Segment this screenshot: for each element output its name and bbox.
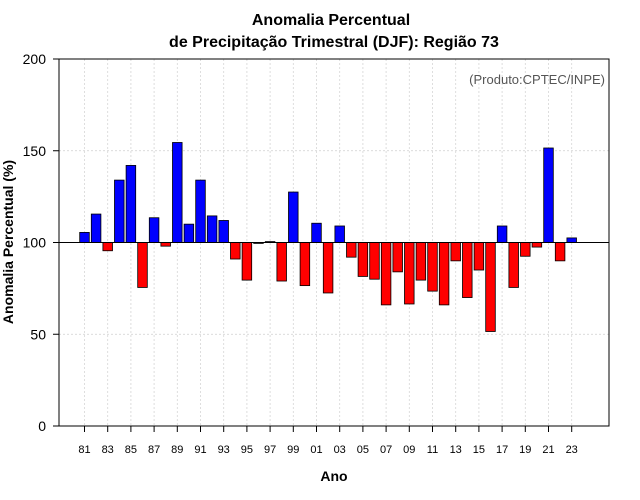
y-axis: 0 50 100 150 200: [23, 51, 59, 434]
credit-label: (Produto:CPTEC/INPE): [469, 72, 605, 87]
x-tick-label: 17: [496, 444, 508, 456]
bar-84: [114, 179, 125, 243]
bar-90: [183, 223, 195, 243]
y-tick-label: 50: [30, 326, 46, 342]
bar-01: [311, 222, 322, 243]
x-tick-label: 15: [473, 444, 485, 456]
bar-10: [415, 242, 427, 281]
bar-20: [531, 242, 543, 248]
bar-21: [543, 147, 554, 243]
y-tick-label: 150: [23, 143, 47, 159]
bar-94: [230, 242, 241, 260]
bar-12: [438, 242, 450, 306]
x-tick-label: 95: [241, 444, 253, 456]
bar-83: [102, 242, 113, 252]
bar-92: [206, 215, 218, 243]
bar-95: [241, 242, 253, 281]
x-tick-label: 11: [427, 444, 438, 456]
bar-81: [79, 232, 90, 243]
x-tick-label: 19: [519, 444, 531, 456]
bar-16: [485, 242, 496, 332]
bar-89: [172, 142, 183, 243]
bar-99: [288, 191, 299, 243]
bar-17: [496, 225, 508, 243]
x-tick-label: 07: [380, 444, 392, 456]
bar-08: [392, 242, 403, 273]
bar-03: [334, 225, 345, 243]
x-tick-label: 93: [218, 444, 230, 456]
x-tick-label: 23: [566, 444, 578, 456]
x-tick-label: 91: [194, 444, 206, 456]
bar-18: [508, 242, 519, 288]
bar-09: [404, 242, 415, 305]
bar-93: [218, 220, 229, 243]
x-tick-label: 13: [450, 444, 462, 456]
x-tick-label: 05: [357, 444, 369, 456]
bar-82: [90, 213, 102, 243]
bar-23: [566, 237, 577, 243]
bar-05: [357, 242, 369, 277]
bar-04: [346, 242, 357, 258]
x-tick-label: 87: [148, 444, 160, 456]
bar-86: [137, 242, 148, 288]
bar-85: [125, 165, 137, 243]
bar-07: [380, 242, 392, 306]
x-tick-label: 09: [403, 444, 415, 456]
chart-subtitle: de Precipitação Trimestral (DJF): Região…: [169, 34, 499, 51]
x-tick-label: 85: [125, 444, 137, 456]
bar-87: [148, 217, 160, 243]
bar-14: [462, 242, 473, 298]
y-tick-label: 0: [38, 418, 46, 434]
bar-15: [473, 242, 485, 271]
bar-00: [299, 242, 311, 287]
grid-lines: [59, 59, 609, 426]
x-tick-label: 83: [102, 444, 114, 456]
bar-88: [160, 242, 171, 247]
x-axis-label: Ano: [320, 468, 347, 484]
x-tick-label: 01: [310, 444, 322, 456]
x-tick-label: 99: [287, 444, 299, 456]
x-tick-label: 03: [334, 444, 346, 456]
y-tick-label: 200: [23, 51, 47, 67]
x-tick-label: 89: [171, 444, 183, 456]
bar-91: [195, 179, 206, 243]
y-tick-label: 100: [23, 235, 47, 251]
y-axis-label: Anomalia Percentual (%): [0, 160, 16, 324]
x-axis: 81 83 85 87 89 91 93 95 97 99 01 03 05 07 09 11 13 15 17 19…: [78, 426, 578, 456]
x-tick-label: 97: [264, 444, 276, 456]
bar-11: [427, 242, 438, 292]
chart-title: Anomalia Percentual: [252, 12, 410, 29]
bar-98: [276, 242, 287, 282]
x-tick-label: 21: [542, 444, 554, 456]
x-tick-label: 81: [78, 444, 90, 456]
bar-02: [322, 242, 334, 294]
bar-06: [369, 242, 380, 280]
bar-19: [520, 242, 531, 257]
bar-13: [450, 242, 461, 262]
bar-22: [554, 242, 566, 262]
